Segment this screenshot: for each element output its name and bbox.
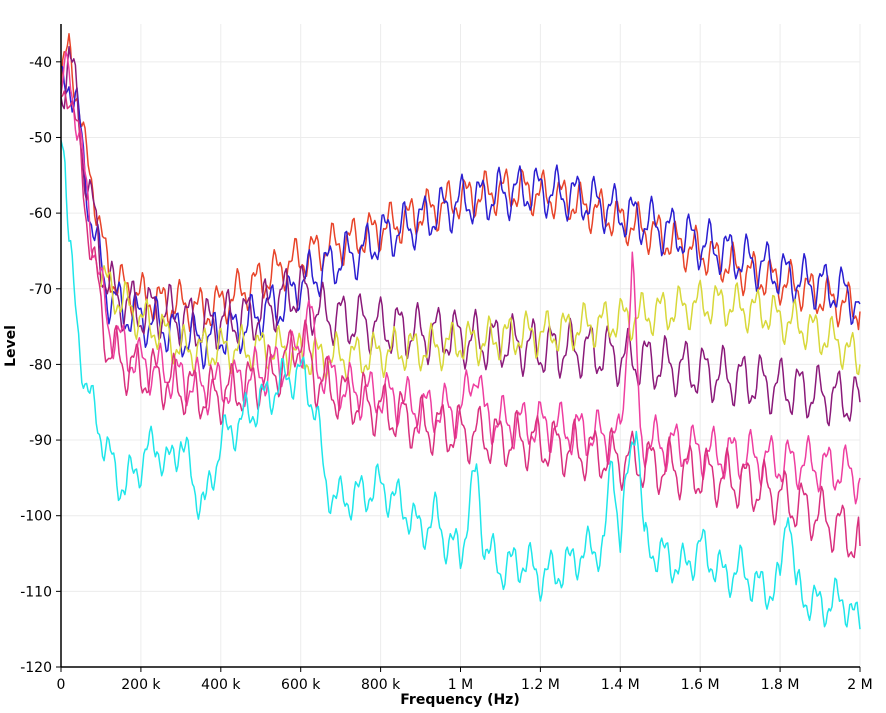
series-line-7 [60, 140, 861, 630]
y-tick-label: -60 [29, 206, 52, 222]
y-tick-label: -100 [20, 509, 52, 525]
y-tick-label: -120 [20, 660, 52, 676]
series-layer [60, 33, 861, 630]
x-tick-label: 1.8 M [761, 677, 800, 693]
series-line-2 [60, 65, 861, 370]
x-tick-label: 1.6 M [681, 677, 720, 693]
x-tick-label: 600 k [281, 677, 321, 693]
series-line-4 [100, 265, 861, 382]
series-line-5 [60, 50, 861, 505]
x-tick-label: 1.2 M [521, 677, 560, 693]
y-tick-label: -90 [29, 433, 52, 449]
x-tick-label: 1.4 M [601, 677, 640, 693]
series-line-3 [60, 46, 861, 427]
x-tick-label: 400 k [201, 677, 241, 693]
y-axis-title: Level [3, 325, 19, 367]
x-axis-title: Frequency (Hz) [400, 692, 519, 708]
x-tick-label: 2 M [847, 677, 872, 693]
y-tick-label: -40 [29, 55, 52, 71]
y-tick-label: -50 [29, 130, 52, 146]
series-line-1 [60, 33, 861, 333]
x-tick-label: 1 M [448, 677, 473, 693]
series-line-6 [60, 90, 861, 559]
y-tick-label: -110 [20, 584, 52, 600]
axes-layer: 0 200 k 400 k 600 k 800 k 1 M 1.2 M 1.4 M 1.6 M 1… [20, 24, 873, 693]
y-tick-label: -70 [29, 282, 52, 298]
y-tick-label: -80 [29, 357, 52, 373]
x-tick-label: 800 k [361, 677, 401, 693]
x-tick-label: 0 [57, 677, 66, 693]
x-tick-label: 200 k [121, 677, 161, 693]
